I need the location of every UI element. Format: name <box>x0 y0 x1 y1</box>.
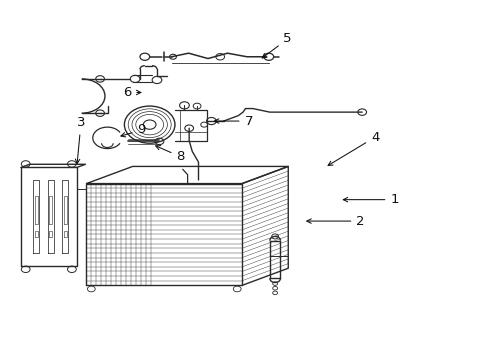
Text: 2: 2 <box>306 215 364 228</box>
Text: 8: 8 <box>155 145 184 163</box>
Text: 4: 4 <box>327 131 379 166</box>
Text: 1: 1 <box>343 193 398 206</box>
Text: 7: 7 <box>214 114 252 127</box>
Text: 5: 5 <box>262 32 291 58</box>
Text: 3: 3 <box>75 116 85 163</box>
Text: 9: 9 <box>121 123 145 137</box>
Text: 6: 6 <box>122 86 141 99</box>
